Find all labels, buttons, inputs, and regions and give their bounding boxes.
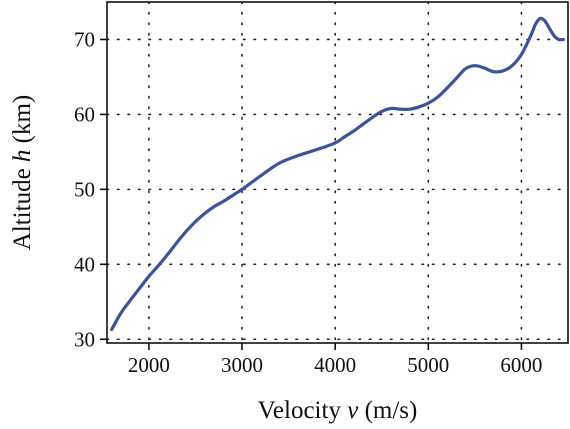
series-layer [110,16,565,332]
x-tick-label: 3000 [221,353,263,377]
x-tick-label: 4000 [314,353,356,377]
x-tick-label: 2000 [128,353,170,377]
y-tick-label: 50 [74,177,95,201]
plot-frame [106,1,569,344]
x-tick-label: 6000 [500,353,542,377]
series-line [110,16,565,332]
y-tick-label: 40 [74,252,95,276]
y-axis: 30 40 50 60 70 [74,27,107,351]
y-tick-label: 30 [74,327,95,351]
y-tick-label: 70 [74,27,95,51]
x-axis-label: Velocity v (m/s) [258,397,418,424]
y-axis-label: Altitude h (km) [9,95,36,251]
y-tick-label: 60 [74,102,95,126]
x-tick-label: 5000 [407,353,449,377]
grid-lines [106,1,569,344]
x-axis: 2000 3000 4000 5000 6000 [128,343,542,377]
